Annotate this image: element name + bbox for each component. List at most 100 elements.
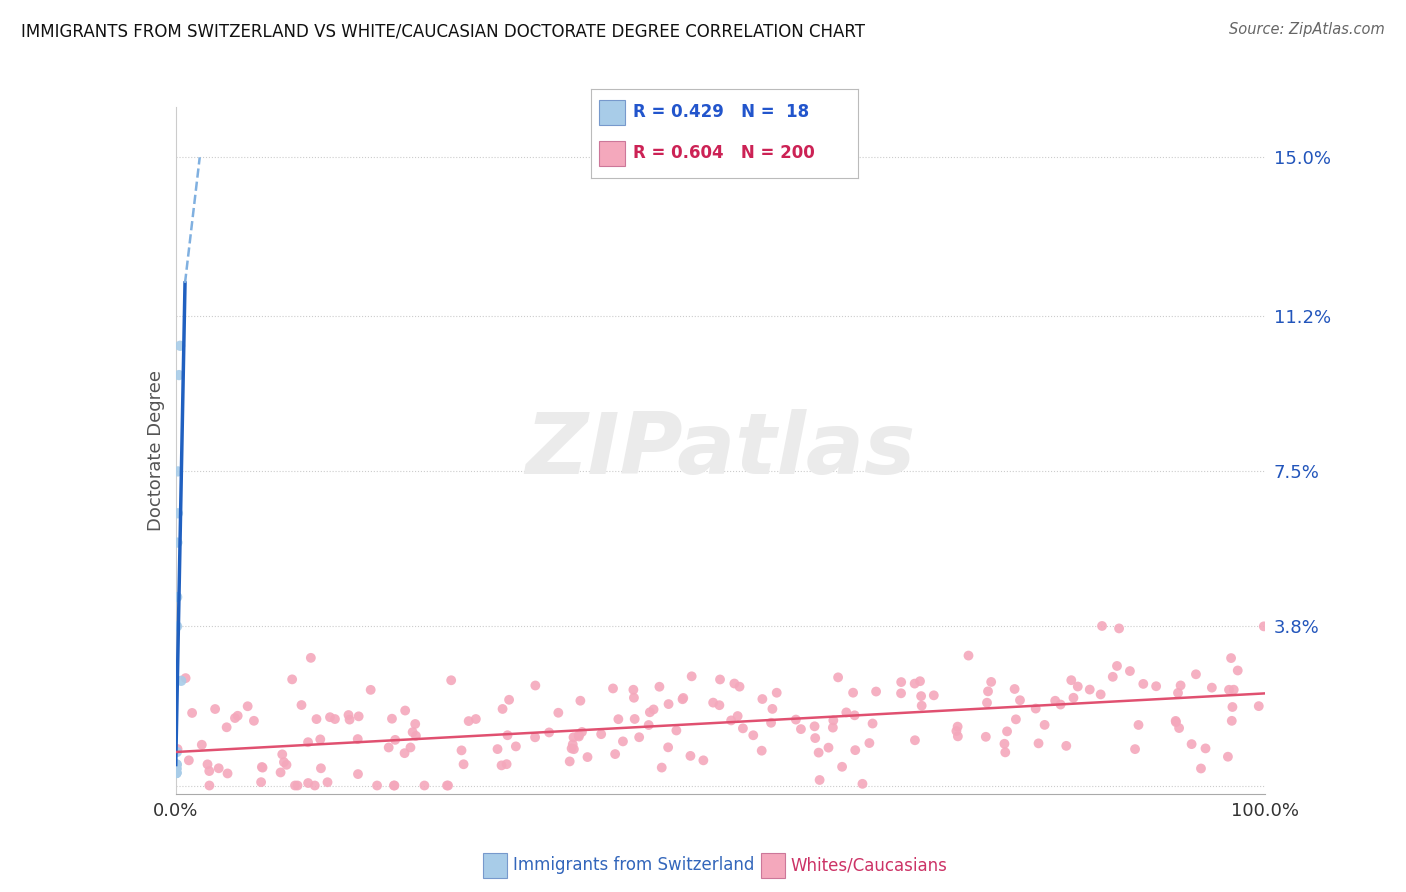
Point (946, 730, 969, 744)
Y-axis label: Doctorate Degree: Doctorate Degree (146, 370, 165, 531)
Point (946, 720, 969, 734)
Point (1185, 667, 1208, 681)
Text: Source: ZipAtlas.com: Source: ZipAtlas.com (1229, 22, 1385, 37)
Point (651, 761, 673, 775)
Point (612, 734, 634, 748)
Point (761, 702, 783, 716)
Point (817, 740, 839, 755)
Point (177, 753, 200, 767)
Point (835, 706, 858, 720)
Point (226, 708, 249, 723)
Point (831, 760, 853, 774)
Point (191, 738, 214, 752)
Point (491, 758, 513, 772)
Point (450, 743, 472, 757)
Point (727, 709, 749, 723)
Point (821, 721, 844, 735)
Point (170, 673, 193, 688)
Point (538, 725, 561, 739)
Point (945, 723, 967, 738)
Point (790, 722, 813, 736)
Point (394, 746, 416, 760)
Point (1028, 736, 1050, 750)
Point (638, 705, 661, 719)
Point (976, 696, 998, 710)
Point (165, 762, 187, 776)
Point (1222, 700, 1244, 714)
Point (692, 753, 714, 767)
Point (505, 739, 527, 754)
Point (498, 693, 520, 707)
Point (1167, 686, 1189, 700)
Point (648, 680, 671, 694)
Point (637, 718, 659, 732)
Point (1123, 742, 1146, 756)
Point (1164, 715, 1187, 730)
Point (728, 680, 751, 694)
Point (297, 776, 319, 790)
Point (1054, 739, 1077, 753)
Point (495, 757, 517, 772)
Point (720, 714, 742, 728)
Point (910, 689, 932, 703)
Point (236, 699, 259, 714)
Point (1078, 682, 1101, 697)
Point (803, 719, 825, 733)
Text: IMMIGRANTS FROM SWITZERLAND VS WHITE/CAUCASIAN DOCTORATE DEGREE CORRELATION CHAR: IMMIGRANTS FROM SWITZERLAND VS WHITE/CAU… (21, 22, 865, 40)
Point (166, 590, 188, 604)
Point (1226, 664, 1249, 678)
Point (252, 761, 274, 775)
Point (250, 775, 273, 789)
Point (198, 779, 221, 793)
Bar (484, 853, 508, 878)
Point (993, 737, 1015, 751)
Point (823, 714, 845, 728)
Point (347, 709, 370, 723)
Point (166, 762, 188, 776)
Point (166, 757, 188, 772)
Point (974, 730, 997, 744)
Point (623, 712, 645, 726)
Point (1067, 680, 1090, 694)
Point (167, 368, 190, 382)
Point (605, 747, 627, 761)
Point (1189, 762, 1212, 776)
Point (165, 766, 187, 780)
Point (562, 742, 585, 756)
Point (1132, 677, 1154, 691)
Point (1005, 712, 1028, 726)
Point (166, 742, 188, 756)
Point (723, 676, 745, 690)
Point (1119, 664, 1142, 678)
Point (980, 674, 1002, 689)
Point (174, 671, 197, 685)
Point (323, 712, 346, 726)
Point (453, 757, 475, 772)
Point (1108, 622, 1130, 636)
Point (319, 710, 342, 724)
Bar (599, 141, 626, 166)
Point (381, 712, 404, 726)
Point (360, 682, 382, 697)
Point (337, 708, 360, 723)
Point (1220, 651, 1243, 665)
Point (401, 725, 423, 739)
Point (1144, 679, 1167, 693)
Point (1164, 714, 1187, 728)
Point (808, 772, 831, 787)
Point (524, 731, 547, 745)
Point (281, 673, 304, 687)
Point (305, 712, 328, 726)
Point (1253, 619, 1275, 633)
Point (204, 702, 226, 716)
Point (558, 755, 581, 769)
Point (657, 740, 679, 755)
Point (1168, 721, 1191, 735)
Point (1170, 678, 1192, 692)
Point (1218, 682, 1240, 697)
Point (366, 779, 388, 793)
Point (437, 779, 460, 793)
Point (643, 702, 665, 716)
Point (290, 698, 312, 712)
Point (215, 720, 238, 734)
